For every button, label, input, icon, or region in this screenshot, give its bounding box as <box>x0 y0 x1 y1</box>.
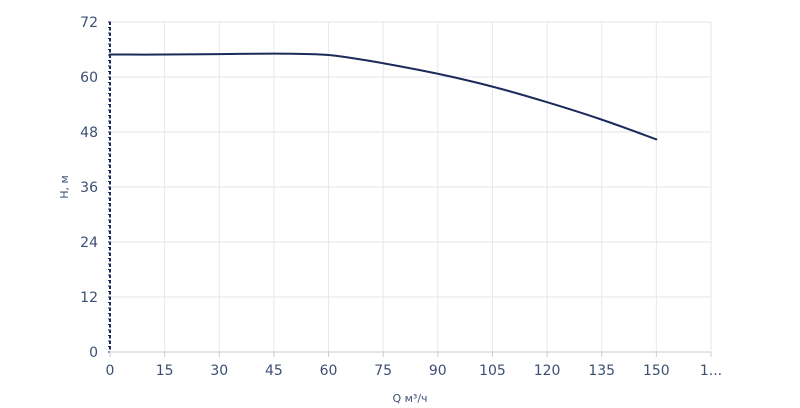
y-tick-label: 0 <box>89 345 98 361</box>
y-tick-labels: 0 12 24 36 48 60 72 <box>80 15 98 361</box>
x-tick-label: 0 <box>106 363 115 379</box>
x-axis-title: Q м³/ч <box>392 392 427 405</box>
x-tick-label: 120 <box>534 363 561 379</box>
x-tick-label: 45 <box>265 363 283 379</box>
y-axis <box>108 21 111 353</box>
x-tick-label: 105 <box>479 363 506 379</box>
y-tick-label: 48 <box>80 125 98 141</box>
x-tick-label: 30 <box>210 363 228 379</box>
y-tick-label: 36 <box>80 180 98 196</box>
x-tick-label: 1... <box>700 363 722 379</box>
y-tick-label: 24 <box>80 235 98 251</box>
y-axis-title: H, м <box>58 175 71 199</box>
series-line <box>109 52 658 141</box>
x-tick-label: 75 <box>374 363 392 379</box>
x-tick-label: 15 <box>156 363 174 379</box>
x-tick-labels: 0 15 30 45 60 75 90 105 120 135 150 1... <box>106 363 723 379</box>
x-tick-label: 60 <box>320 363 338 379</box>
grid-lines <box>110 21 712 352</box>
x-tick-label: 150 <box>643 363 670 379</box>
y-tick-label: 12 <box>80 290 98 306</box>
x-axis <box>109 351 712 357</box>
series-layer <box>109 52 658 141</box>
y-tick-label: 60 <box>80 70 98 86</box>
x-tick-label: 135 <box>588 363 615 379</box>
y-tick-label: 72 <box>80 15 98 31</box>
x-tick-label: 90 <box>429 363 447 379</box>
